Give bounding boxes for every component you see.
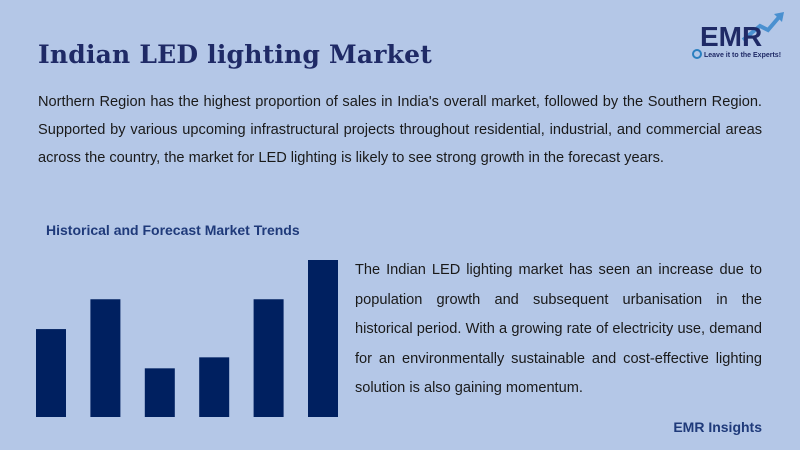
chart-title: Historical and Forecast Market Trends (46, 222, 300, 238)
bar-6 (308, 260, 338, 417)
intro-paragraph: Northern Region has the highest proporti… (38, 94, 762, 166)
bar-chart (36, 260, 338, 417)
bar-1 (36, 329, 66, 417)
bar-5 (253, 299, 284, 417)
svg-text:Leave it to the Experts!: Leave it to the Experts! (704, 52, 781, 59)
footer-source: EMR Insights (673, 419, 762, 435)
bar-3 (144, 368, 175, 417)
description-paragraph: The Indian LED lighting market has seen … (355, 262, 762, 396)
bar-2 (90, 299, 121, 417)
arrow-icon (741, 14, 782, 42)
page-title: Indian LED lighting Market (38, 40, 433, 69)
emr-logo: EMR Leave it to the Experts! (692, 12, 784, 59)
bar-4 (199, 357, 230, 417)
svg-text:EMR: EMR (700, 21, 762, 52)
